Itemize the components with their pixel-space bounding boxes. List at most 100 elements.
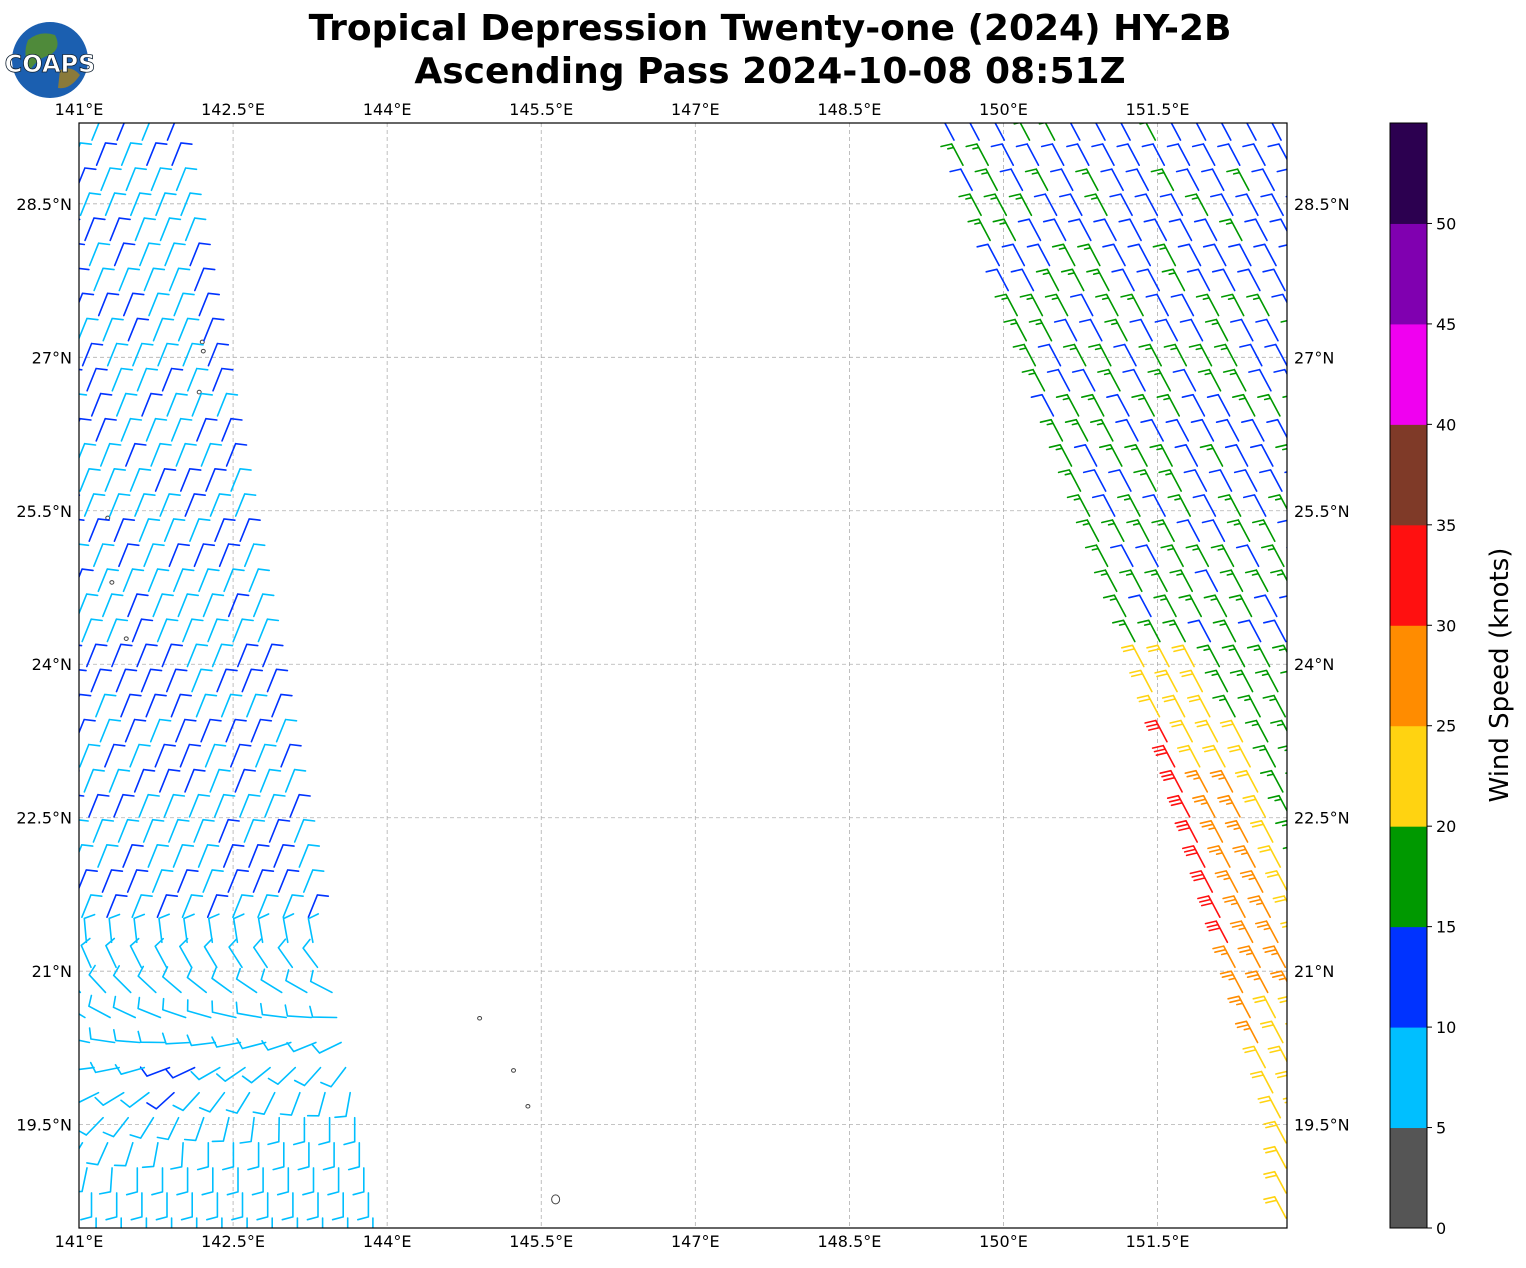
wind-barb — [139, 1066, 171, 1077]
wind-barb — [190, 1066, 221, 1081]
wind-barb — [152, 593, 174, 618]
wind-barb — [1108, 469, 1132, 492]
wind-barb — [181, 894, 204, 918]
wind-barb — [322, 1142, 335, 1171]
wind-barb — [1081, 393, 1105, 417]
wind-barb — [271, 1217, 273, 1228]
wind-barb — [137, 996, 162, 1019]
colorbar-frame — [1389, 122, 1428, 1229]
wind-barb — [1053, 318, 1078, 342]
wind-barb — [159, 493, 181, 517]
island — [511, 1068, 517, 1073]
wind-barb — [125, 442, 147, 467]
wind-barb — [1217, 494, 1242, 517]
wind-barb — [309, 969, 333, 994]
wind-barb — [141, 1142, 159, 1169]
wind-barb — [246, 693, 268, 718]
wind-barb — [1159, 769, 1183, 793]
wind-barb — [1280, 319, 1287, 323]
wind-barb — [1270, 970, 1287, 984]
wind-barb — [1162, 619, 1186, 643]
wind-barb — [79, 393, 88, 396]
wind-barb — [268, 818, 291, 843]
wind-barb — [293, 1066, 322, 1087]
colorbar-bin — [1390, 1027, 1427, 1129]
wind-barb — [1118, 218, 1142, 242]
wind-barb — [1235, 544, 1260, 568]
wind-barb — [293, 818, 316, 843]
colorbar-bin — [1390, 926, 1427, 1028]
wind-barb — [136, 643, 158, 668]
wind-barb — [131, 894, 153, 918]
wind-barb — [1253, 243, 1277, 267]
wind-barb — [150, 167, 173, 192]
wind-barb — [216, 668, 238, 693]
wind-barb — [1024, 168, 1049, 192]
wind-barb — [1277, 995, 1287, 1004]
wind-barb — [1156, 393, 1180, 417]
wind-barb — [1272, 644, 1287, 654]
lon-tick-label-bottom: 145.5°E — [509, 1232, 573, 1251]
wind-barb — [209, 493, 232, 517]
wind-barb — [89, 1061, 120, 1074]
wind-barb — [1169, 569, 1193, 593]
colorbar-tick-label: 5 — [1436, 1119, 1446, 1138]
wind-barb — [297, 1142, 310, 1171]
wind-barb — [296, 1217, 299, 1228]
wind-barb — [1228, 243, 1252, 267]
wind-barb — [1248, 368, 1272, 392]
wind-barb — [202, 593, 225, 618]
wind-barb — [1217, 794, 1241, 818]
lon-tick-label-bottom: 148.5°E — [817, 1232, 881, 1251]
colorbar-tick-label: 45 — [1436, 315, 1456, 334]
colorbar-bin — [1390, 323, 1427, 425]
wind-barb — [256, 1192, 269, 1221]
wind-barb — [1104, 318, 1128, 342]
wind-barb — [1288, 269, 1310, 290]
wind-barb — [113, 242, 136, 267]
wind-barb — [80, 937, 92, 969]
wind-barb — [118, 543, 140, 568]
wind-barb — [208, 913, 220, 944]
wind-barb — [1048, 444, 1073, 467]
wind-barb — [1154, 669, 1178, 693]
wind-barb — [1170, 293, 1195, 317]
wind-barb — [252, 869, 275, 893]
wind-barb — [137, 1030, 166, 1044]
wind-barb — [228, 938, 243, 969]
wind-barb — [1214, 870, 1239, 893]
wind-barb — [170, 1217, 173, 1228]
lon-tick-label-top: 141°E — [55, 100, 104, 119]
wind-barb — [1068, 218, 1092, 242]
wind-barb — [173, 568, 195, 593]
wind-barb — [106, 342, 129, 367]
wind-barb — [218, 543, 241, 568]
wind-barb — [50, 720, 70, 742]
wind-barb — [177, 869, 199, 893]
wind-barb — [97, 568, 119, 593]
colorbar-bin — [1390, 1127, 1427, 1229]
wind-barb — [1038, 123, 1056, 141]
wind-barb — [225, 1091, 251, 1114]
wind-barb — [940, 143, 964, 166]
wind-barb — [147, 568, 170, 593]
wind-barb — [161, 643, 183, 668]
wind-barb — [1189, 870, 1214, 893]
wind-barb — [79, 192, 102, 217]
wind-barb — [1110, 544, 1134, 568]
wind-barb — [79, 167, 97, 185]
wind-barb — [227, 593, 250, 618]
wind-barb — [161, 367, 184, 392]
wind-barb — [79, 1013, 86, 1019]
wind-barb — [165, 1066, 196, 1079]
wind-barb — [1306, 921, 1328, 942]
wind-barb — [81, 894, 103, 918]
wind-barb — [279, 1091, 301, 1116]
wind-barb — [352, 1167, 365, 1196]
wind-barb — [253, 593, 275, 618]
wind-barb — [1222, 895, 1246, 918]
colorbar-tick-label: 15 — [1436, 918, 1456, 937]
wind-barb — [143, 543, 165, 568]
wind-barb — [130, 1192, 143, 1221]
wind-barb — [79, 593, 99, 616]
